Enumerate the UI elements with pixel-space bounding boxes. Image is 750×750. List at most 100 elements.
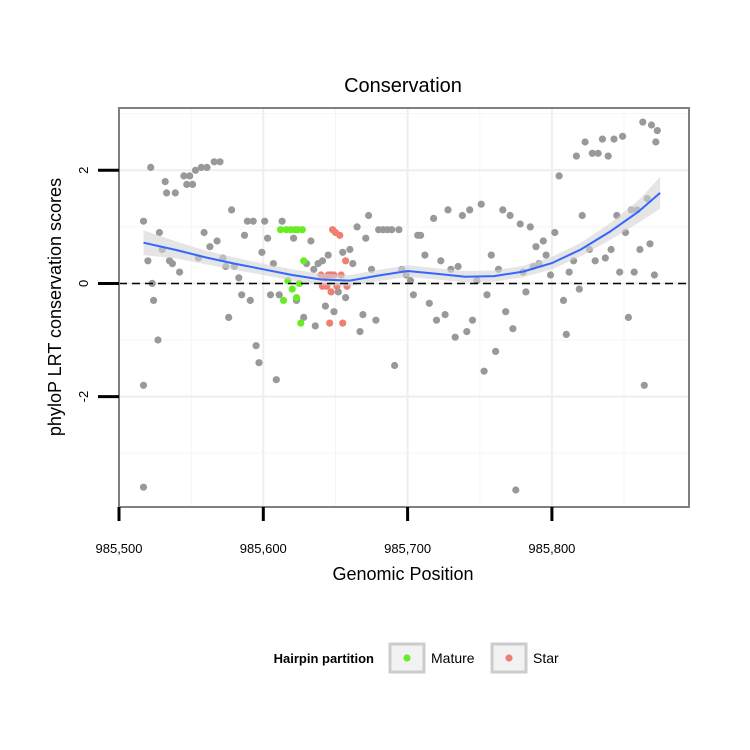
data-point xyxy=(437,257,445,265)
data-point xyxy=(588,149,596,157)
data-point xyxy=(210,158,218,166)
data-point xyxy=(216,158,224,166)
y-tick-label: 2 xyxy=(76,167,91,174)
data-point xyxy=(572,152,581,160)
data-point xyxy=(509,325,517,333)
data-point xyxy=(647,121,656,129)
mature-point xyxy=(298,226,306,234)
plot-border xyxy=(118,107,690,508)
data-point xyxy=(200,228,208,237)
data-point xyxy=(290,234,298,242)
data-point xyxy=(161,178,169,186)
data-point xyxy=(163,189,171,197)
data-point xyxy=(562,330,570,338)
data-point xyxy=(365,211,373,220)
data-point xyxy=(235,274,243,282)
data-point xyxy=(225,313,233,321)
data-point xyxy=(607,245,615,254)
x-tick-label: 985,500 xyxy=(96,541,143,556)
data-point xyxy=(421,251,429,259)
data-point xyxy=(458,211,466,220)
data-point xyxy=(444,206,452,214)
data-point xyxy=(650,271,659,279)
data-point xyxy=(189,180,197,188)
data-point xyxy=(506,211,514,220)
data-point xyxy=(594,149,602,157)
data-point xyxy=(349,260,357,268)
data-point xyxy=(546,271,555,279)
data-point xyxy=(359,311,367,319)
data-point xyxy=(206,243,214,251)
data-point xyxy=(300,313,308,321)
data-point xyxy=(575,285,583,293)
data-point xyxy=(477,200,485,208)
data-point xyxy=(406,277,415,285)
data-point xyxy=(171,189,179,197)
data-point xyxy=(213,237,221,245)
star-point xyxy=(339,319,347,327)
data-point xyxy=(581,138,589,146)
data-point xyxy=(487,251,495,259)
legend-key-point xyxy=(505,654,513,662)
data-point xyxy=(144,257,152,265)
data-point xyxy=(272,376,280,384)
plot-panel xyxy=(119,108,689,507)
mature-point xyxy=(297,319,305,327)
data-point xyxy=(483,291,491,299)
data-point xyxy=(180,172,188,180)
data-point xyxy=(155,228,163,237)
data-point xyxy=(186,172,194,180)
legend: Hairpin partition Mature Star xyxy=(274,642,559,674)
data-point xyxy=(238,291,246,299)
data-point xyxy=(275,291,283,299)
mature-point xyxy=(288,285,296,293)
data-point xyxy=(604,152,612,160)
data-point xyxy=(249,217,257,225)
data-point xyxy=(639,118,647,126)
data-point xyxy=(266,291,275,299)
data-point xyxy=(391,361,399,370)
data-point xyxy=(278,217,286,225)
data-point xyxy=(516,220,524,228)
data-point xyxy=(334,288,342,296)
data-point xyxy=(372,316,380,324)
data-point xyxy=(342,294,350,302)
data-point xyxy=(243,217,251,225)
data-point xyxy=(551,228,559,237)
data-point xyxy=(468,316,477,324)
data-point xyxy=(425,299,433,307)
data-point xyxy=(432,316,441,324)
data-point xyxy=(559,296,568,304)
data-point xyxy=(346,245,354,254)
data-point xyxy=(624,313,633,321)
data-point xyxy=(653,127,661,135)
data-point xyxy=(522,288,530,296)
data-point xyxy=(330,308,338,316)
data-point xyxy=(512,486,520,494)
data-point xyxy=(197,163,205,171)
data-point xyxy=(321,302,329,310)
data-point xyxy=(356,328,364,336)
mature-point xyxy=(277,226,285,234)
data-point xyxy=(565,268,573,276)
data-point xyxy=(183,180,191,188)
data-point xyxy=(601,254,609,262)
data-point xyxy=(147,163,155,171)
data-point xyxy=(258,248,266,256)
data-point xyxy=(139,217,148,225)
data-point xyxy=(463,328,471,336)
data-point xyxy=(240,231,249,239)
data-point xyxy=(630,268,638,276)
data-point xyxy=(646,240,654,248)
data-point xyxy=(430,214,438,222)
data-point xyxy=(539,237,547,245)
star-point xyxy=(326,319,334,327)
data-point xyxy=(526,223,534,231)
y-tick-label: 0 xyxy=(76,280,91,287)
data-point xyxy=(454,262,462,271)
data-point xyxy=(353,223,361,231)
data-point xyxy=(610,135,618,143)
data-point xyxy=(640,381,648,389)
data-point xyxy=(310,265,318,273)
